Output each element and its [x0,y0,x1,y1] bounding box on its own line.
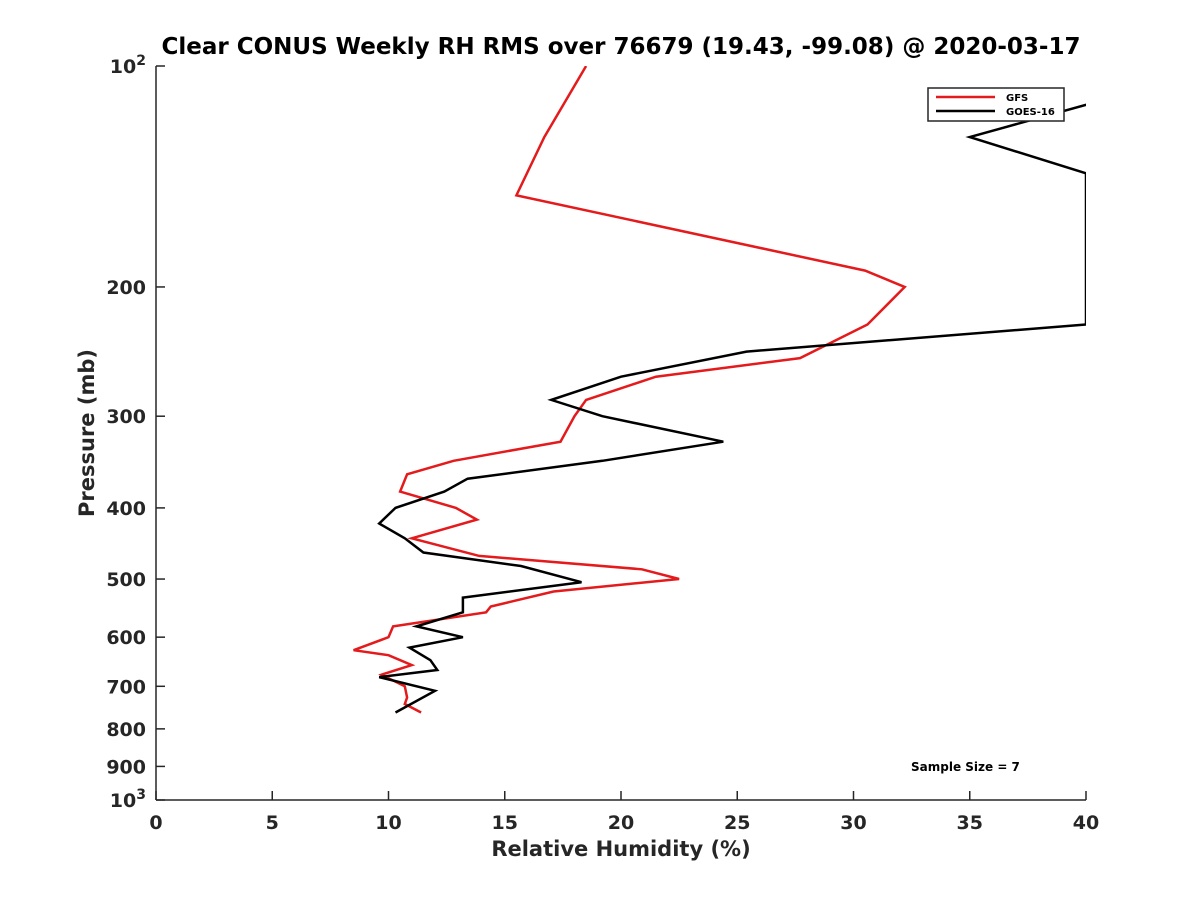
y-tick-label: 500 [106,569,146,591]
y-tick-label: 103 [110,787,146,812]
y-tick-label: 300 [106,406,146,428]
y-tick-label: 200 [106,277,146,299]
series-group [353,66,1086,714]
x-tick-label: 25 [724,812,750,834]
plot-area: 0 5 10 15 20 25 30 35 40 102 200 300 400 500 600 700 800… [106,53,1099,834]
x-axis-label: Relative Humidity (%) [491,837,750,861]
x-tick-label: 30 [840,812,866,834]
x-tick-label: 10 [375,812,401,834]
chart-title: Clear CONUS Weekly RH RMS over 76679 (19… [162,34,1081,60]
legend: GFS GOES-16 [927,87,1065,122]
legend-entry: GOES-16 [1006,107,1055,118]
y-tick-label: 900 [106,756,146,778]
x-tick-label: 40 [1073,812,1099,834]
y-tick-label: 600 [106,627,146,649]
legend-entry: GFS [1006,93,1028,104]
series-line-gfs [353,66,907,714]
x-tick-label: 35 [957,812,983,834]
x-tick-label: 20 [608,812,634,834]
x-tick-label: 0 [149,812,162,834]
y-tick-label: 800 [106,719,146,741]
legend-box [927,87,1065,122]
y-tick-label: 102 [110,53,146,78]
y-tick-label: 700 [106,676,146,698]
y-axis-label: Pressure (mb) [75,349,99,517]
x-tick-label: 5 [266,812,279,834]
series-line-goes-16 [377,103,1086,714]
y-tick-label: 400 [106,498,146,520]
x-tick-label: 15 [492,812,518,834]
sample-size-annotation: Sample Size = 7 [911,760,1020,774]
